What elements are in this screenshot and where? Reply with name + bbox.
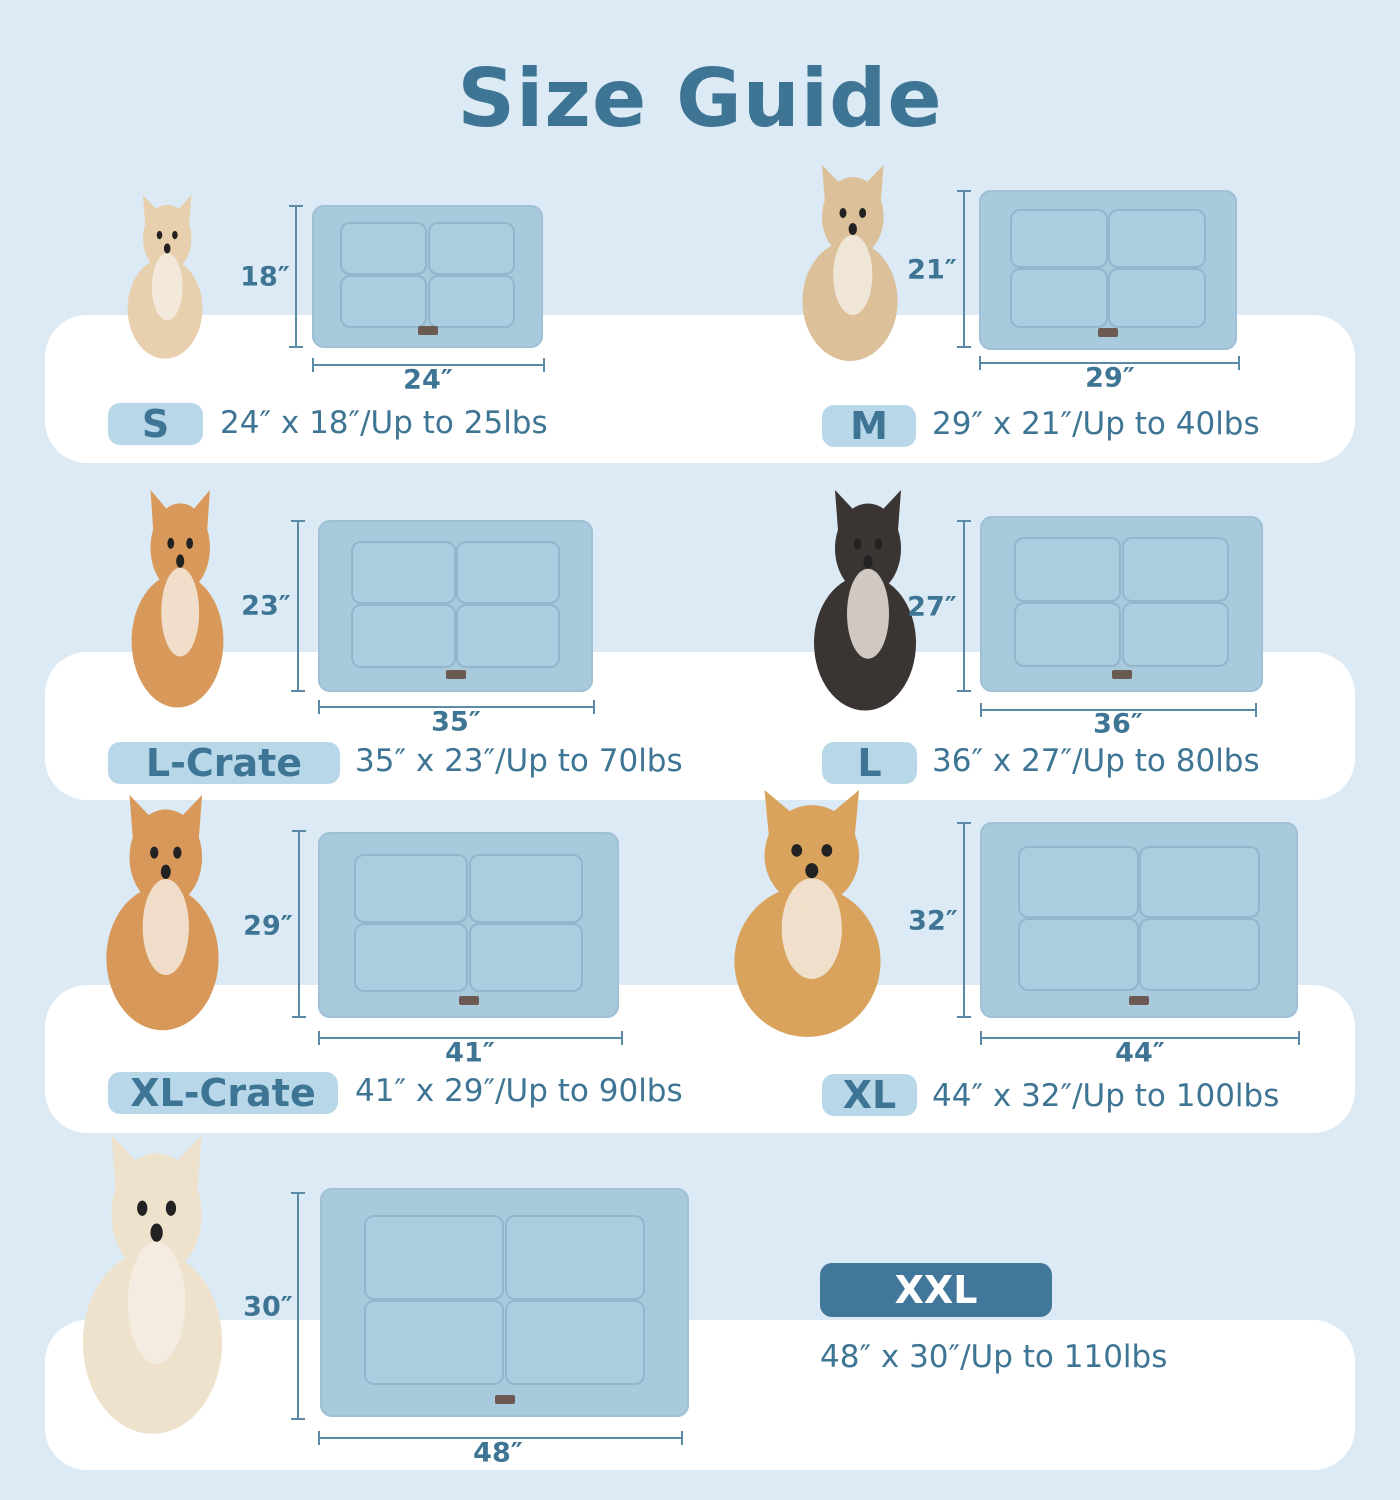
brand-tag [458, 996, 479, 1005]
size-spec: 36″ x 27″/Up to 80lbs [932, 743, 1260, 779]
dog-photo [780, 165, 920, 365]
mat-quilt-panel [1108, 268, 1207, 328]
width-label: 41″ [445, 1037, 495, 1069]
mat-quilt-panel [354, 854, 469, 924]
brand-tag [417, 326, 438, 335]
mat-quilt-panel [1013, 602, 1122, 668]
crate-mat-image [980, 822, 1298, 1018]
width-label: 24″ [403, 364, 453, 396]
height-dimension-line [291, 520, 305, 692]
width-dimension-line [979, 356, 1240, 370]
mat-quilt-panel [354, 923, 469, 992]
mat-quilt-panel [504, 1215, 645, 1301]
height-label: 29″ [243, 910, 293, 942]
width-dimension-line [318, 1031, 623, 1045]
mat-quilt-panel [455, 540, 560, 605]
dog-photo [790, 490, 940, 715]
mat-quilt-panel [427, 275, 516, 328]
width-label: 35″ [431, 706, 481, 738]
width-label: 48″ [473, 1437, 523, 1469]
mat-quilt-panel [351, 540, 456, 605]
size-badge: XL [822, 1073, 917, 1117]
mat-quilt-panel [364, 1300, 505, 1385]
height-label: 27″ [907, 591, 957, 623]
crate-mat-image [320, 1188, 689, 1417]
size-badge: XL-Crate [108, 1071, 338, 1115]
size-spec: 29″ x 21″/Up to 40lbs [932, 406, 1260, 442]
height-label: 30″ [243, 1291, 293, 1323]
height-label: 21″ [907, 254, 957, 286]
crate-mat-image [318, 520, 593, 692]
mat-quilt-panel [1009, 209, 1108, 269]
size-badge: M [822, 404, 916, 448]
crate-mat-image [318, 832, 619, 1018]
mat-quilt-panel [1121, 602, 1230, 668]
size-spec: 35″ x 23″/Up to 70lbs [355, 743, 683, 779]
mat-quilt-panel [339, 275, 428, 328]
width-label: 36″ [1093, 708, 1143, 740]
mat-quilt-panel [468, 854, 583, 924]
size-badge: S [108, 402, 203, 446]
size-spec: 48″ x 30″/Up to 110lbs [820, 1339, 1168, 1375]
size-spec: 44″ x 32″/Up to 100lbs [932, 1078, 1280, 1114]
page-title: Size Guide [457, 52, 943, 145]
width-dimension-line [318, 700, 595, 714]
dog-photo [80, 795, 245, 1035]
dog-photo [110, 195, 220, 362]
crate-mat-image [979, 190, 1237, 350]
brand-tag [1098, 328, 1118, 337]
mat-quilt-panel [351, 604, 456, 668]
mat-quilt-panel [1009, 268, 1108, 328]
dog-photo [110, 490, 245, 712]
crate-mat-image [980, 516, 1263, 692]
size-badge: L-Crate [108, 741, 340, 785]
height-dimension-line [957, 822, 971, 1018]
height-dimension-line [291, 1192, 305, 1420]
height-dimension-line [957, 520, 971, 692]
size-spec: 41″ x 29″/Up to 90lbs [355, 1073, 683, 1109]
width-dimension-line [318, 1431, 683, 1445]
mat-quilt-panel [1018, 845, 1139, 919]
width-label: 44″ [1115, 1037, 1165, 1069]
mat-quilt-panel [427, 222, 516, 276]
brand-tag [1129, 996, 1149, 1005]
mat-quilt-panel [455, 604, 560, 668]
height-label: 23″ [241, 590, 291, 622]
width-dimension-line [980, 1031, 1300, 1045]
mat-quilt-panel [1121, 537, 1230, 603]
width-label: 29″ [1085, 362, 1135, 394]
mat-quilt-panel [468, 923, 583, 992]
mat-quilt-panel [504, 1300, 645, 1385]
brand-tag [494, 1395, 515, 1404]
size-spec: 24″ x 18″/Up to 25lbs [220, 405, 548, 441]
width-dimension-line [980, 703, 1257, 717]
height-label: 32″ [908, 905, 958, 937]
mat-quilt-panel [339, 222, 428, 276]
panel-row-4 [45, 1320, 1355, 1470]
height-dimension-line [289, 205, 303, 348]
height-dimension-line [957, 190, 971, 348]
mat-quilt-panel [364, 1215, 505, 1301]
size-badge: L [822, 741, 917, 785]
dog-photo [700, 790, 915, 1042]
mat-quilt-panel [1108, 209, 1207, 269]
brand-tag [1111, 670, 1132, 679]
width-dimension-line [312, 358, 545, 372]
height-label: 18″ [240, 261, 290, 293]
mat-quilt-panel [1018, 918, 1139, 991]
height-dimension-line [292, 830, 306, 1018]
crate-mat-image [312, 205, 543, 348]
dog-photo [50, 1135, 255, 1440]
brand-tag [445, 670, 466, 679]
size-badge: XXL [820, 1263, 1052, 1317]
mat-quilt-panel [1139, 918, 1260, 991]
mat-quilt-panel [1139, 845, 1260, 919]
mat-quilt-panel [1013, 537, 1122, 603]
